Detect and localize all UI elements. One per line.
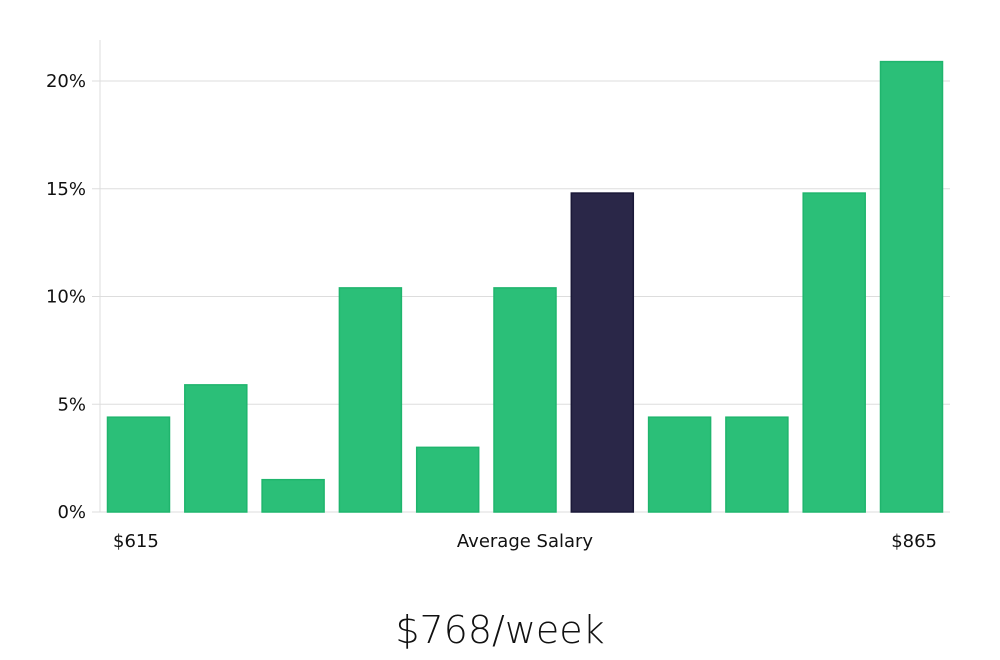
average-salary-value: $768/week: [395, 608, 605, 652]
x-label-min: $615: [113, 531, 159, 552]
bar-highlighted: [570, 192, 635, 513]
bar: [184, 384, 248, 513]
bar: [647, 416, 712, 513]
bar: [338, 287, 403, 513]
y-tick-label: 10%: [46, 287, 86, 308]
bar: [415, 446, 480, 513]
y-tick-label: 15%: [46, 179, 86, 200]
bar: [106, 416, 171, 513]
y-tick-label: 0%: [57, 502, 86, 523]
x-axis-title: Average Salary: [457, 531, 594, 552]
x-label-max: $865: [891, 531, 937, 552]
y-tick-label: 5%: [57, 394, 86, 415]
bar: [493, 287, 557, 513]
bar: [725, 416, 789, 513]
bar: [261, 478, 325, 513]
bar: [879, 60, 944, 513]
y-tick-label: 20%: [46, 71, 86, 92]
salary-histogram: 0% 5% 10% 15% 20% $615 Average Salary $865: [46, 40, 950, 552]
bar: [802, 192, 866, 513]
